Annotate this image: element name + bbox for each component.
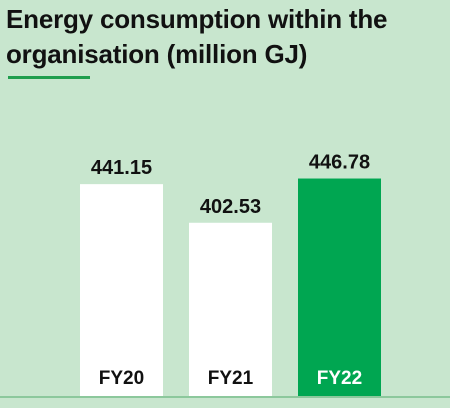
bar-fy21: [189, 222, 272, 396]
data-label-fy21: 402.53: [200, 196, 261, 218]
category-label-fy22: FY22: [317, 368, 362, 389]
category-label-fy21: FY21: [208, 368, 254, 389]
data-label-fy22: 446.78: [309, 152, 370, 174]
bar-fy20: [80, 184, 163, 396]
chart-title: Energy consumption within the organisati…: [6, 4, 388, 69]
bar-fy22: [298, 178, 381, 396]
data-label-fy20: 441.15: [91, 157, 152, 179]
title-underline: [8, 76, 90, 79]
bars: 441.15 FY20 402.53 FY21 446.78 FY22: [80, 152, 381, 396]
category-label-fy20: FY20: [99, 368, 144, 389]
